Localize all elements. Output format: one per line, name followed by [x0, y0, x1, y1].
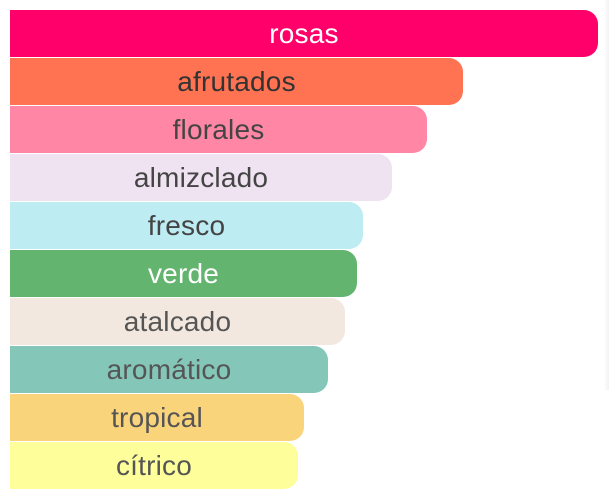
bar-0[interactable]: rosas — [10, 10, 598, 57]
bar-label: verde — [147, 257, 220, 289]
scroll-edge-shadow — [604, 0, 609, 390]
bar-label: tropical — [111, 401, 203, 433]
bar-label: atalcado — [123, 305, 232, 337]
bar-label: rosas — [269, 17, 339, 49]
bar-label: aromático — [106, 353, 232, 385]
bar-7[interactable]: aromático — [10, 346, 328, 393]
bar-4[interactable]: fresco — [10, 202, 363, 249]
bar-1[interactable]: afrutados — [10, 58, 463, 105]
bar-label: cítrico — [115, 449, 193, 481]
bar-9[interactable]: cítrico — [10, 442, 298, 489]
bar-8[interactable]: tropical — [10, 394, 304, 441]
bar-6[interactable]: atalcado — [10, 298, 345, 345]
bar-5[interactable]: verde — [10, 250, 357, 297]
bar-2[interactable]: florales — [10, 106, 427, 153]
bar-label: almizclado — [133, 161, 269, 193]
bar-label: florales — [172, 113, 265, 145]
bar-label: fresco — [147, 209, 226, 241]
bar-3[interactable]: almizclado — [10, 154, 392, 201]
bar-label: afrutados — [177, 65, 296, 97]
